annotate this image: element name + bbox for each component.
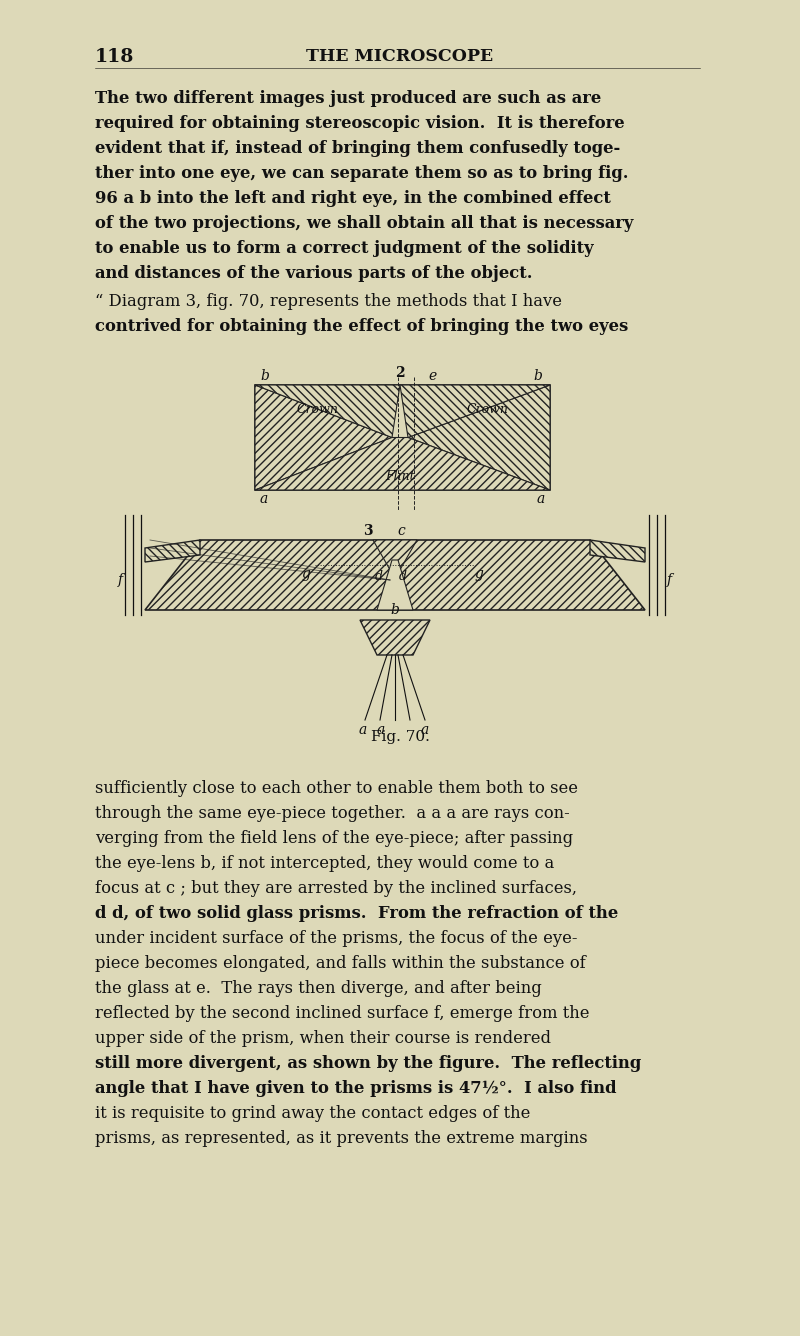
Polygon shape	[590, 540, 645, 562]
Text: Fig. 70.: Fig. 70.	[370, 729, 430, 744]
Text: “ Diagram 3, fig. 70, represents the methods that I have: “ Diagram 3, fig. 70, represents the met…	[95, 293, 562, 310]
Text: sufficiently close to each other to enable them both to see: sufficiently close to each other to enab…	[95, 780, 578, 798]
Text: Crown: Crown	[466, 403, 508, 415]
Text: d: d	[399, 570, 407, 582]
Text: under incident surface of the prisms, the focus of the eye-: under incident surface of the prisms, th…	[95, 930, 578, 947]
Text: a: a	[377, 723, 385, 737]
Text: required for obtaining stereoscopic vision.  It is therefore: required for obtaining stereoscopic visi…	[95, 115, 625, 132]
Polygon shape	[400, 385, 550, 437]
Text: a: a	[421, 723, 429, 737]
Polygon shape	[360, 620, 430, 655]
Text: 118: 118	[95, 48, 134, 65]
Polygon shape	[255, 437, 550, 490]
Text: verging from the field lens of the eye-piece; after passing: verging from the field lens of the eye-p…	[95, 830, 573, 847]
Text: a: a	[537, 492, 545, 506]
Text: piece becomes elongated, and falls within the substance of: piece becomes elongated, and falls withi…	[95, 955, 586, 973]
Text: reflected by the second inclined surface f, emerge from the: reflected by the second inclined surface…	[95, 1005, 590, 1022]
Text: through the same eye-piece together.  a a a are rays con-: through the same eye-piece together. a a…	[95, 806, 570, 822]
Text: Flint: Flint	[385, 469, 415, 482]
Text: f: f	[118, 573, 123, 587]
Polygon shape	[145, 540, 645, 611]
Text: focus at c ; but they are arrested by the inclined surfaces,: focus at c ; but they are arrested by th…	[95, 880, 577, 896]
Text: d: d	[375, 570, 383, 582]
Text: prisms, as represented, as it prevents the extreme margins: prisms, as represented, as it prevents t…	[95, 1130, 588, 1148]
Text: e: e	[428, 369, 436, 383]
Text: a: a	[260, 492, 268, 506]
Text: it is requisite to grind away the contact edges of the: it is requisite to grind away the contac…	[95, 1105, 530, 1122]
Text: evident that if, instead of bringing them confusedly toge-: evident that if, instead of bringing the…	[95, 140, 620, 158]
Text: g: g	[475, 566, 484, 581]
Text: b: b	[390, 603, 399, 617]
Text: b: b	[260, 369, 269, 383]
Polygon shape	[255, 385, 400, 437]
Text: 2: 2	[395, 366, 405, 379]
Text: upper side of the prism, when their course is rendered: upper side of the prism, when their cour…	[95, 1030, 551, 1047]
Polygon shape	[373, 540, 417, 574]
Text: d d, of two solid glass prisms.  From the refraction of the: d d, of two solid glass prisms. From the…	[95, 904, 618, 922]
Text: THE MICROSCOPE: THE MICROSCOPE	[306, 48, 494, 65]
Polygon shape	[408, 385, 550, 490]
Text: f: f	[667, 573, 672, 587]
Text: the eye-lens b, if not intercepted, they would come to a: the eye-lens b, if not intercepted, they…	[95, 855, 554, 872]
Text: 96 a b into the left and right eye, in the combined effect: 96 a b into the left and right eye, in t…	[95, 190, 611, 207]
Polygon shape	[377, 560, 413, 611]
Text: to enable us to form a correct judgment of the solidity: to enable us to form a correct judgment …	[95, 240, 594, 257]
Text: b: b	[533, 369, 542, 383]
Text: Crown: Crown	[297, 403, 339, 415]
Text: the glass at e.  The rays then diverge, and after being: the glass at e. The rays then diverge, a…	[95, 981, 542, 997]
Text: contrived for obtaining the effect of bringing the two eyes: contrived for obtaining the effect of br…	[95, 318, 628, 335]
Text: 3: 3	[363, 524, 373, 538]
Polygon shape	[145, 540, 200, 562]
Text: g: g	[301, 566, 310, 581]
Text: ther into one eye, we can separate them so as to bring fig.: ther into one eye, we can separate them …	[95, 166, 629, 182]
Text: c: c	[397, 524, 405, 538]
Text: a: a	[359, 723, 367, 737]
Polygon shape	[255, 385, 392, 490]
Text: still more divergent, as shown by the figure.  The reflecting: still more divergent, as shown by the fi…	[95, 1055, 642, 1071]
Text: The two different images just produced are such as are: The two different images just produced a…	[95, 90, 602, 107]
Text: angle that I have given to the prisms is 47½°.  I also find: angle that I have given to the prisms is…	[95, 1079, 617, 1097]
Text: and distances of the various parts of the object.: and distances of the various parts of th…	[95, 265, 533, 282]
Text: of the two projections, we shall obtain all that is necessary: of the two projections, we shall obtain …	[95, 215, 634, 232]
